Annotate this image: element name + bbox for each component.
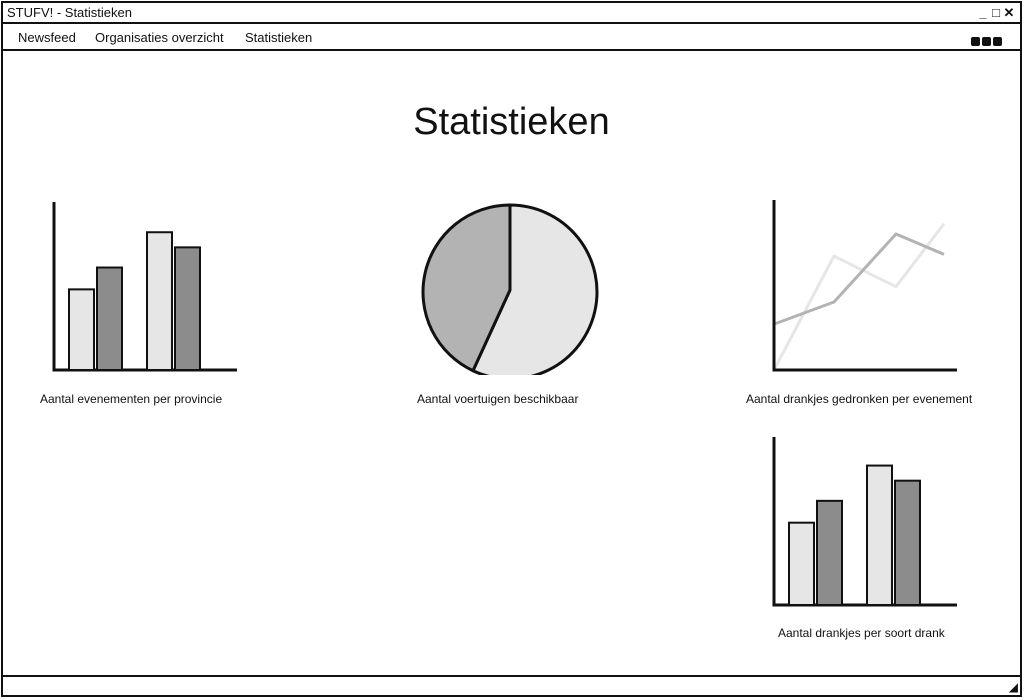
chart-voertuigen: [421, 203, 599, 375]
series-line: [773, 232, 945, 326]
axes: [772, 200, 957, 372]
resize-grip-icon[interactable]: ◢: [1008, 680, 1018, 694]
menu-item-statistieken[interactable]: Statistieken: [245, 30, 313, 45]
page-title: Statistieken: [413, 101, 610, 143]
ellipsis-icon[interactable]: [969, 33, 1002, 51]
pie-slice: [421, 203, 512, 373]
chart-caption-evenementen: Aantal evenementen per provincie: [40, 392, 223, 406]
window-title: STUFV! - Statistieken: [7, 5, 132, 20]
bar: [894, 479, 921, 606]
minimize-icon[interactable]: _: [979, 5, 988, 20]
menu-item-newsfeed[interactable]: Newsfeed: [18, 30, 76, 45]
window-controls: _ □ ✕: [977, 5, 1016, 21]
maximize-icon[interactable]: □: [992, 5, 1001, 20]
bar: [68, 288, 95, 371]
status-bar: ◢: [3, 675, 1020, 695]
chart-drankjes-soort: [772, 437, 957, 607]
chart-caption-voertuigen: Aantal voertuigen beschikbaar: [417, 392, 579, 406]
chart-drankjes-evenement: [772, 200, 957, 372]
bar: [788, 521, 815, 606]
series-line: [772, 222, 946, 371]
bar: [96, 266, 123, 371]
bar: [174, 246, 201, 371]
title-bar: STUFV! - Statistieken _ □ ✕: [3, 3, 1020, 24]
chart-evenementen: [52, 202, 237, 372]
chart-caption-drankjes-evenement: Aantal drankjes gedronken per evenement: [746, 392, 973, 406]
menu-item-organisaties[interactable]: Organisaties overzicht: [95, 30, 224, 45]
bar: [146, 231, 173, 371]
menu-bar: Newsfeed Organisaties overzicht Statisti…: [3, 25, 1020, 51]
bar: [816, 499, 843, 606]
close-icon[interactable]: ✕: [1003, 5, 1016, 20]
pie-slice: [471, 203, 599, 375]
bar: [866, 464, 893, 607]
chart-caption-drankjes-soort: Aantal drankjes per soort drank: [778, 626, 945, 640]
